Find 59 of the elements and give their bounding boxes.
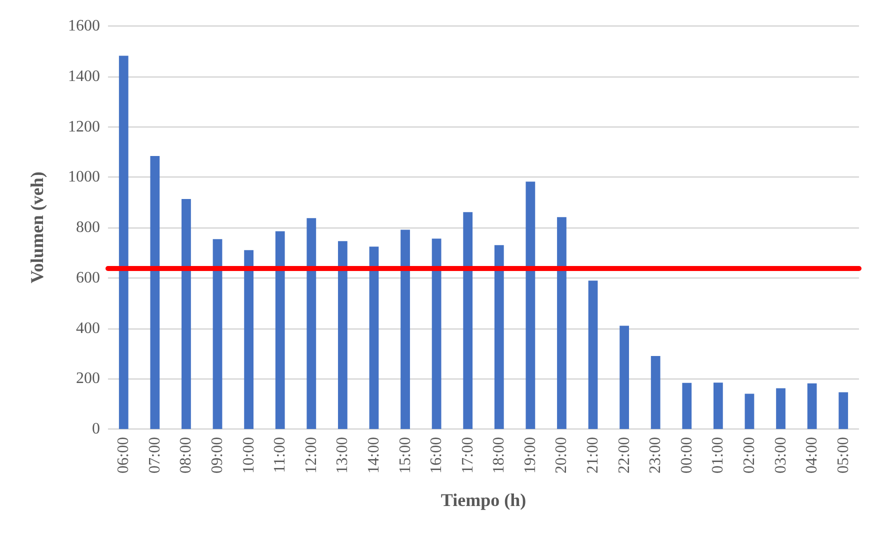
y-tick-label: 400 (76, 320, 100, 337)
bar (118, 56, 128, 429)
x-tick-label: 04:00 (804, 437, 821, 474)
x-tick-label: 23:00 (647, 437, 664, 474)
x-tick-label: 21:00 (584, 437, 602, 474)
bar (620, 326, 630, 429)
x-tick-label: 06:00 (115, 437, 132, 474)
x-tick-label: 02:00 (740, 437, 758, 474)
x-tick-label: 10:00 (240, 437, 258, 474)
bar (275, 231, 285, 429)
y-tick-label: 1400 (68, 68, 100, 85)
y-tick-label: 200 (76, 370, 100, 388)
bar (588, 280, 598, 429)
bar (557, 217, 566, 429)
x-tick-label: 13:00 (334, 437, 352, 474)
bar (338, 241, 348, 429)
x-tick-label: 22:00 (616, 437, 633, 474)
x-tick-label: 17:00 (459, 437, 476, 474)
y-tick-label: 0 (92, 420, 100, 438)
bar (432, 238, 442, 429)
bar (682, 382, 692, 429)
x-tick-label: 03:00 (772, 437, 790, 474)
bar (650, 356, 660, 429)
y-tick-label: 1000 (68, 168, 100, 186)
bar (212, 239, 222, 429)
bar (807, 383, 817, 429)
y-tick-label: 1200 (68, 118, 100, 136)
bar (838, 392, 848, 429)
x-tick-label: 00:00 (678, 437, 696, 474)
bar (244, 250, 254, 429)
x-tick-label: 20:00 (553, 437, 570, 474)
x-tick-label: 19:00 (522, 437, 539, 474)
bar (369, 246, 379, 429)
x-tick-label: 18:00 (490, 437, 508, 474)
x-tick-label: 11:00 (272, 437, 289, 473)
bar (744, 394, 754, 429)
bar (776, 388, 786, 429)
bar (494, 245, 504, 429)
x-tick-label: 16:00 (428, 437, 446, 474)
bar (713, 382, 723, 429)
bar (182, 199, 191, 429)
x-tick-label: 08:00 (178, 437, 195, 474)
x-tick-label: 05:00 (834, 437, 852, 474)
bar (463, 212, 473, 429)
x-tick-label: 09:00 (209, 437, 226, 474)
x-tick-label: 14:00 (365, 437, 382, 474)
bar (306, 218, 316, 429)
y-tick-label: 1600 (68, 18, 100, 34)
y-axis-title: Volumen (veh) (27, 172, 47, 284)
y-tick-label: 600 (76, 269, 100, 286)
bar (526, 182, 536, 429)
x-axis-title: Tiempo (h) (440, 490, 526, 510)
x-tick-label: 01:00 (710, 437, 727, 474)
y-tick-label: 800 (76, 219, 100, 236)
x-tick-label: 12:00 (302, 437, 320, 474)
bar (400, 230, 410, 429)
x-tick-label: 15:00 (396, 437, 414, 474)
x-tick-label: 07:00 (146, 437, 164, 474)
bar (150, 156, 160, 429)
